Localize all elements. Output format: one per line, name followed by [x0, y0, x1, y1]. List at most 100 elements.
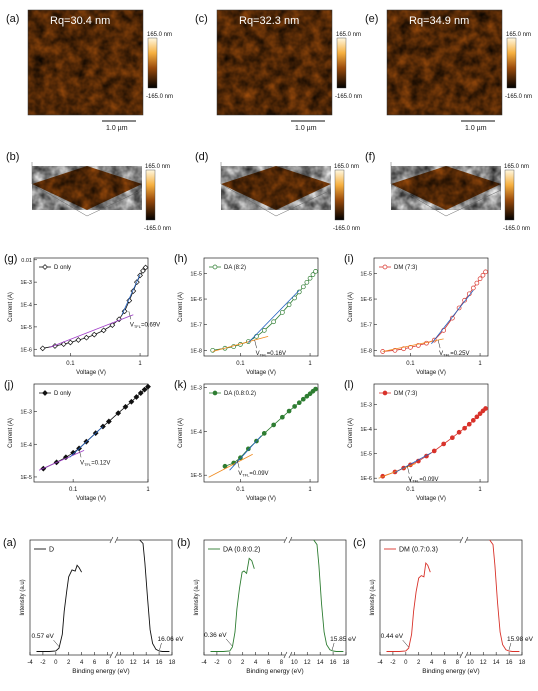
y-tick-label: 1E-4 — [20, 442, 32, 448]
x-tick-label: 0.1 — [406, 487, 415, 493]
x-tick-label: 4 — [254, 660, 258, 666]
data-point — [100, 327, 107, 334]
data-point — [307, 391, 313, 397]
fit-line — [49, 314, 134, 348]
data-point — [142, 264, 149, 271]
y-tick-label: 1E-6 — [360, 476, 372, 482]
color-scale-max: 165.0 nm — [147, 32, 172, 38]
afm-texture — [28, 10, 143, 115]
annotation-arrow — [78, 449, 82, 458]
annotation-arrow — [128, 311, 132, 320]
data-point — [133, 394, 140, 400]
axis-break-mark — [114, 651, 119, 659]
fit-line — [431, 290, 474, 345]
data-point — [75, 337, 82, 343]
afm-3d-texture — [221, 166, 331, 210]
data-point — [313, 269, 318, 274]
data-point — [462, 297, 467, 303]
axis-break-mark — [109, 536, 114, 544]
edge-label: 16.06 eV — [157, 636, 184, 643]
axis-break-mark — [464, 651, 469, 659]
plot-frame — [33, 383, 149, 483]
data-point — [307, 275, 313, 281]
x-tick-label: -4 — [201, 660, 207, 666]
data-point — [83, 334, 90, 341]
y-tick-label: 1E-5 — [360, 452, 372, 458]
data-point — [300, 396, 306, 402]
plot-frame — [379, 539, 523, 656]
y-axis — [445, 189, 502, 217]
data-point — [271, 319, 276, 325]
color-scale — [506, 37, 517, 89]
data-point — [42, 390, 48, 396]
y-axis-label: Intensity (a.u) — [370, 579, 376, 615]
x-tick-label: 0 — [404, 660, 408, 666]
panel-label: (d) — [195, 151, 208, 163]
plot-frame — [33, 257, 149, 357]
data-point — [109, 322, 116, 329]
plot-frame — [203, 383, 319, 483]
fit-line — [248, 290, 300, 343]
y-tick-label: 1E-4 — [20, 303, 32, 309]
panel-label: (i) — [344, 253, 354, 265]
annotation-arrow — [437, 340, 441, 349]
fit-line — [382, 338, 444, 352]
edge-arrow — [508, 642, 512, 651]
y-axis-label: Intensity (a.u) — [20, 579, 26, 615]
x-axis-label: Voltage (V) — [416, 496, 446, 502]
color-scale — [334, 169, 345, 221]
ups-chart: (b) -4 -2 0 2 4 6 8 10 12 14 16 18 Binding energy (eV… — [177, 536, 357, 675]
annotation-label: VTFL=0.69V — [130, 322, 160, 329]
edge-arrow — [225, 638, 233, 647]
data-point — [474, 414, 480, 420]
data-point — [62, 454, 69, 461]
afm-3d-panel: (d) 165.0 nm -165.0 nm — [195, 151, 360, 232]
axis-break-gap — [284, 653, 291, 657]
x-tick-label: 0 — [54, 660, 58, 666]
y-tick-label: 1E-3 — [190, 385, 202, 391]
data-point — [238, 455, 243, 461]
y-tick-label: 1E-5 — [360, 271, 372, 277]
afm-frame — [386, 9, 503, 116]
data-point — [441, 441, 446, 447]
data-point — [449, 435, 455, 441]
data-point — [382, 390, 388, 396]
data-point — [477, 276, 483, 282]
color-scale-max: 165.0 nm — [336, 32, 361, 38]
legend-label: DM (7:3) — [394, 391, 417, 397]
x-tick-label: 12 — [304, 660, 311, 666]
x-tick-label: 1 — [308, 361, 312, 367]
afm-3d-images: (b) 165.0 nm -165.0 nm (d) 165.0 nm -165.0 nm… — [6, 151, 530, 232]
spectrum-line — [36, 564, 82, 652]
legend-label: D — [49, 547, 54, 554]
data-point — [477, 411, 483, 417]
panel-label: (k) — [174, 379, 187, 391]
iv-chart: (l) 0.1 1 1E-6 1E-5 1E-4 1E-3 Voltage (V) Curren… — [344, 379, 489, 502]
edge-arrow — [331, 642, 335, 651]
edge-label: 0.44 eV — [381, 633, 404, 640]
roughness-label: Rq=30.4 nm — [50, 15, 110, 27]
data-point — [286, 302, 292, 308]
x-tick-label: 16 — [330, 660, 337, 666]
y-tick-label: 1E-5 — [20, 325, 32, 331]
afm-frame — [27, 9, 144, 116]
x-axis — [390, 183, 447, 217]
color-scale-max: 165.0 nm — [506, 32, 531, 38]
legend-label: DA (0.8:0.2) — [223, 547, 260, 554]
color-scale-max: 165.0 nm — [504, 164, 529, 170]
panel-label: (a) — [6, 13, 19, 25]
x-tick-label: 1 — [146, 487, 150, 493]
x-tick-label: -4 — [27, 660, 33, 666]
legend-label: DM (7:3) — [394, 265, 417, 271]
x-axis — [220, 183, 277, 217]
data-point — [100, 423, 106, 430]
x-tick-label: 14 — [317, 660, 324, 666]
afm-frame — [216, 9, 333, 116]
afm-3d-texture — [391, 166, 501, 210]
data-point — [483, 269, 488, 275]
plot-frame — [373, 383, 489, 483]
y-tick-label: 1E-6 — [190, 297, 202, 303]
data-point — [126, 297, 133, 304]
ups-chart: (a) -4 -2 0 2 4 6 8 10 12 14 16 18 Binding energy (eV… — [3, 536, 184, 675]
data-point — [261, 430, 267, 436]
